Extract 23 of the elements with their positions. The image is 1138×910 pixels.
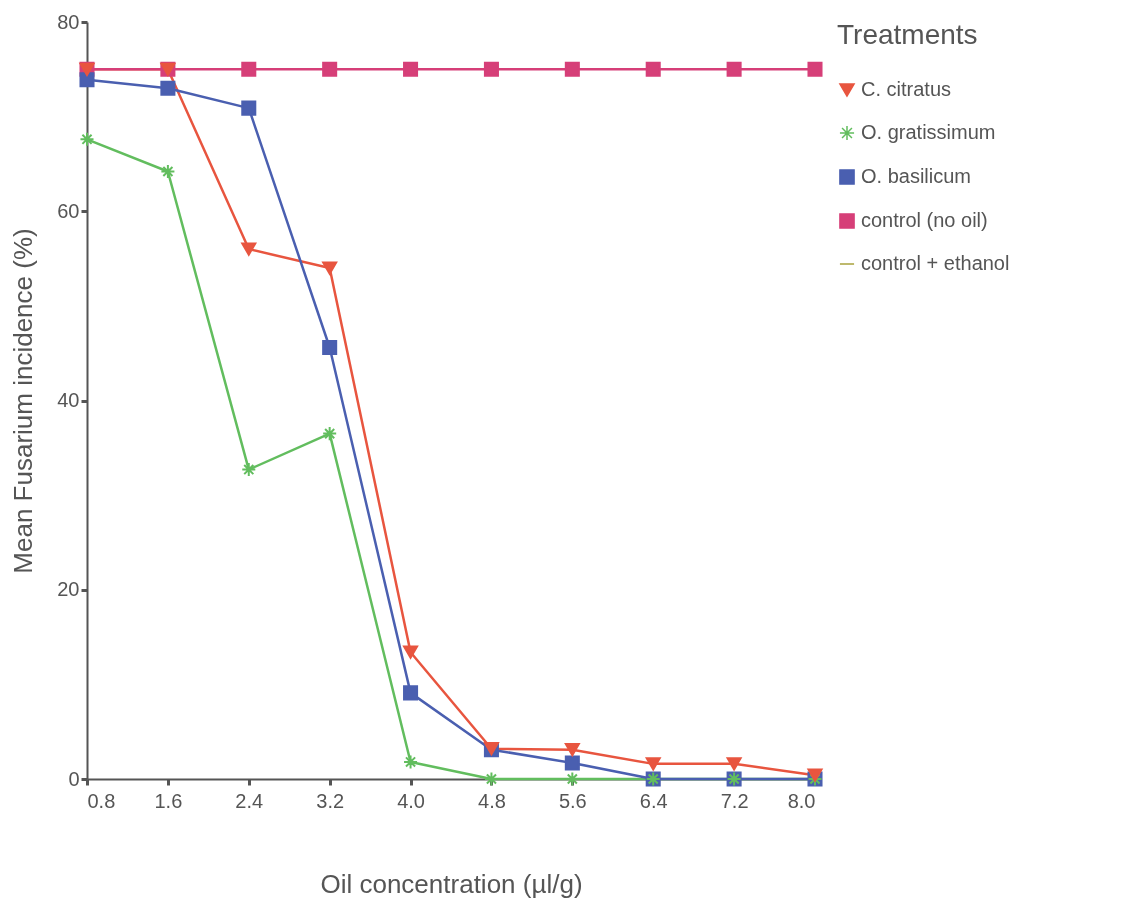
x-tick-label: 4.8 [478,789,506,812]
y-axis-title: Mean Fusarium incidence (%) [8,228,39,574]
legend-label: O. gratissimum [861,121,996,143]
x-tick-label: 8.0 [787,789,816,812]
y-tick-label: 60 [57,199,80,222]
legend-title: Treatments [837,19,978,50]
x-tick-label: 7.2 [720,789,749,812]
x-tick-label: 3.2 [316,789,345,812]
x-axis-title: Oil concentration (µl/g) [320,868,583,899]
legend-label: control (no oil) [861,209,988,231]
y-tick-label: 80 [57,10,80,33]
legend-label: C. citratus [861,78,952,100]
x-tick-label: 1.6 [154,789,183,812]
x-tick-label: 4.0 [397,789,425,812]
y-tick-label: 0 [68,767,80,790]
x-tick-label: 2.4 [235,789,264,812]
y-tick-label: 20 [57,578,80,601]
x-tick-label: 5.6 [558,789,587,812]
x-tick-label: 6.4 [639,789,668,812]
legend-label: control + ethanol [861,252,1010,274]
y-tick-label: 40 [57,389,80,411]
x-tick-label: 0.8 [87,789,116,812]
legend-label: O. basilicum [861,165,972,187]
